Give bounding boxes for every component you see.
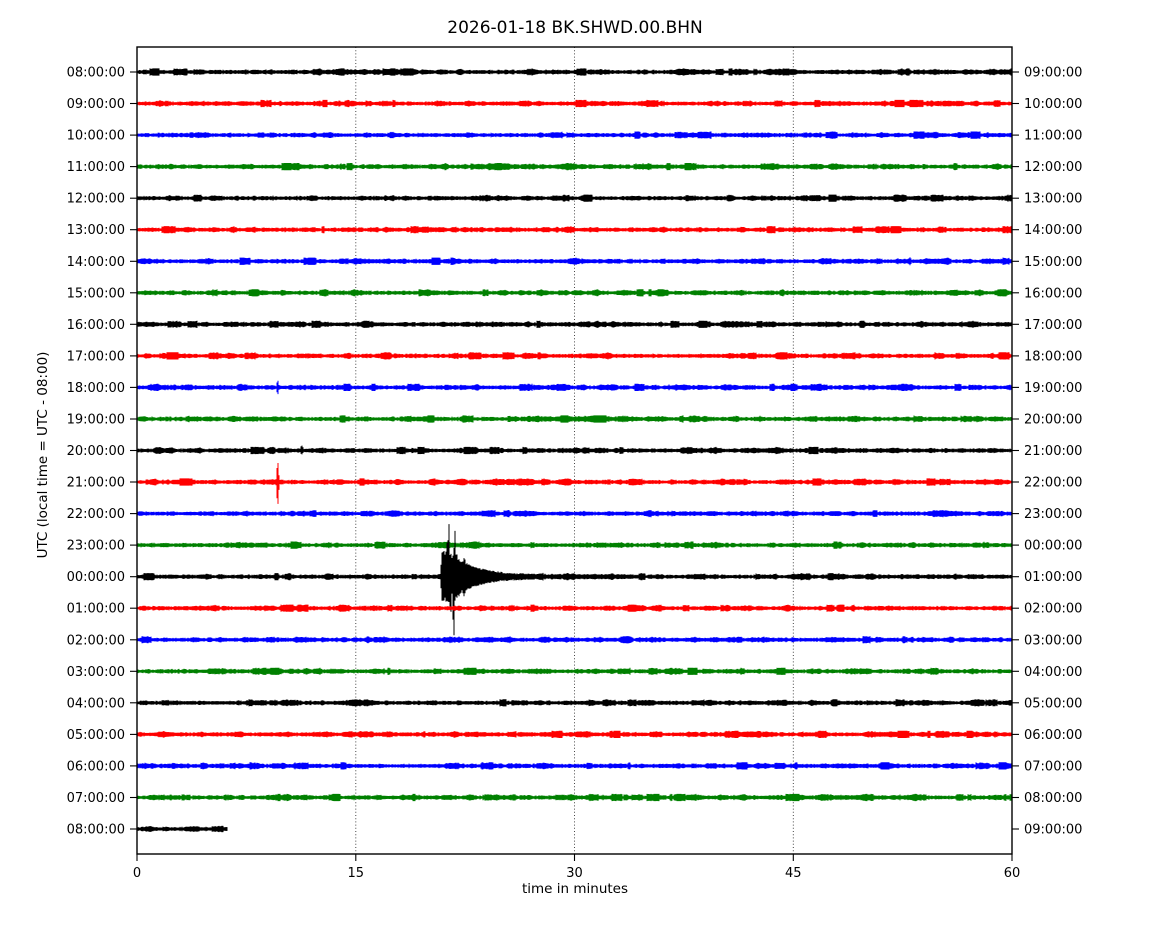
row-label-right: 17:00:00 <box>1024 318 1082 333</box>
row-label-right: 19:00:00 <box>1024 381 1082 396</box>
row-label-right: 09:00:00 <box>1024 66 1082 81</box>
row-label-left: 16:00:00 <box>67 318 125 333</box>
row-label-right: 06:00:00 <box>1024 728 1082 743</box>
row-label-right: 00:00:00 <box>1024 539 1082 554</box>
row-label-left: 02:00:00 <box>67 633 125 648</box>
x-tick-label: 0 <box>133 866 141 881</box>
row-label-left: 21:00:00 <box>67 476 125 491</box>
row-label-right: 10:00:00 <box>1024 97 1082 112</box>
x-tick-label: 45 <box>785 866 802 881</box>
x-tick-label: 15 <box>348 866 365 881</box>
trace-row-110000 <box>136 163 1013 171</box>
row-label-left: 23:00:00 <box>67 539 125 554</box>
row-label-right: 15:00:00 <box>1024 255 1082 270</box>
trace-row-130000 <box>136 226 1013 234</box>
x-axis-label: time in minutes <box>522 881 628 897</box>
row-label-right: 20:00:00 <box>1024 413 1082 428</box>
row-label-right: 21:00:00 <box>1024 444 1082 459</box>
axis-layer: 0 15 30 45 60 08:00:00 09:00:00 09:00:00 10:00:0… <box>67 46 1082 881</box>
row-label-right: 01:00:00 <box>1024 570 1082 585</box>
trace-layer <box>136 68 1013 833</box>
row-label-left: 04:00:00 <box>67 696 125 711</box>
trace-row-160000 <box>136 320 1013 328</box>
row-label-left: 22:00:00 <box>67 507 125 522</box>
row-label-left: 07:00:00 <box>67 791 125 806</box>
row-label-right: 14:00:00 <box>1024 223 1082 238</box>
row-label-right: 05:00:00 <box>1024 696 1082 711</box>
row-label-right: 12:00:00 <box>1024 160 1082 175</box>
row-label-left: 12:00:00 <box>67 192 125 207</box>
row-label-left: 00:00:00 <box>67 570 125 585</box>
row-label-left: 15:00:00 <box>67 286 125 301</box>
row-label-right: 09:00:00 <box>1024 823 1082 838</box>
row-label-right: 16:00:00 <box>1024 286 1082 301</box>
trace-row-070000 <box>136 793 1013 802</box>
trace-row-080000 <box>136 825 228 833</box>
trace-row-100000 <box>136 131 1013 139</box>
row-label-right: 07:00:00 <box>1024 759 1082 774</box>
row-label-left: 18:00:00 <box>67 381 125 396</box>
trace-row-090000 <box>136 99 1013 108</box>
row-label-right: 03:00:00 <box>1024 633 1082 648</box>
trace-row-200000 <box>136 445 1013 455</box>
row-label-right: 23:00:00 <box>1024 507 1082 522</box>
row-label-right: 18:00:00 <box>1024 349 1082 364</box>
row-label-left: 20:00:00 <box>67 444 125 459</box>
row-label-left: 06:00:00 <box>67 759 125 774</box>
y-axis-label: UTC (local time = UTC - 08:00) <box>35 352 51 559</box>
row-label-left: 19:00:00 <box>67 413 125 428</box>
trace-row-170000 <box>136 352 1013 360</box>
trace-row-210000 <box>136 463 1013 504</box>
trace-row-140000 <box>136 257 1013 266</box>
plot-title: 2026-01-18 BK.SHWD.00.BHN <box>447 18 703 38</box>
row-label-right: 04:00:00 <box>1024 665 1082 680</box>
row-label-left: 01:00:00 <box>67 602 125 617</box>
x-tick-label: 30 <box>566 866 583 881</box>
trace-row-060000 <box>136 762 1013 770</box>
trace-row-230000 <box>136 541 1013 549</box>
row-label-left: 08:00:00 <box>67 66 125 81</box>
row-label-right: 11:00:00 <box>1024 129 1082 144</box>
row-label-right: 08:00:00 <box>1024 791 1082 806</box>
trace-row-180000 <box>136 380 1013 395</box>
row-label-left: 08:00:00 <box>67 823 125 838</box>
row-label-right: 13:00:00 <box>1024 192 1082 207</box>
row-label-left: 03:00:00 <box>67 665 125 680</box>
row-label-left: 09:00:00 <box>67 97 125 112</box>
x-tick-label: 60 <box>1004 866 1021 881</box>
row-label-left: 05:00:00 <box>67 728 125 743</box>
row-label-right: 22:00:00 <box>1024 476 1082 491</box>
row-label-left: 11:00:00 <box>67 160 125 175</box>
row-label-left: 13:00:00 <box>67 223 125 238</box>
row-label-right: 02:00:00 <box>1024 602 1082 617</box>
row-label-left: 10:00:00 <box>67 129 125 144</box>
row-label-left: 17:00:00 <box>67 349 125 364</box>
row-label-left: 14:00:00 <box>67 255 125 270</box>
